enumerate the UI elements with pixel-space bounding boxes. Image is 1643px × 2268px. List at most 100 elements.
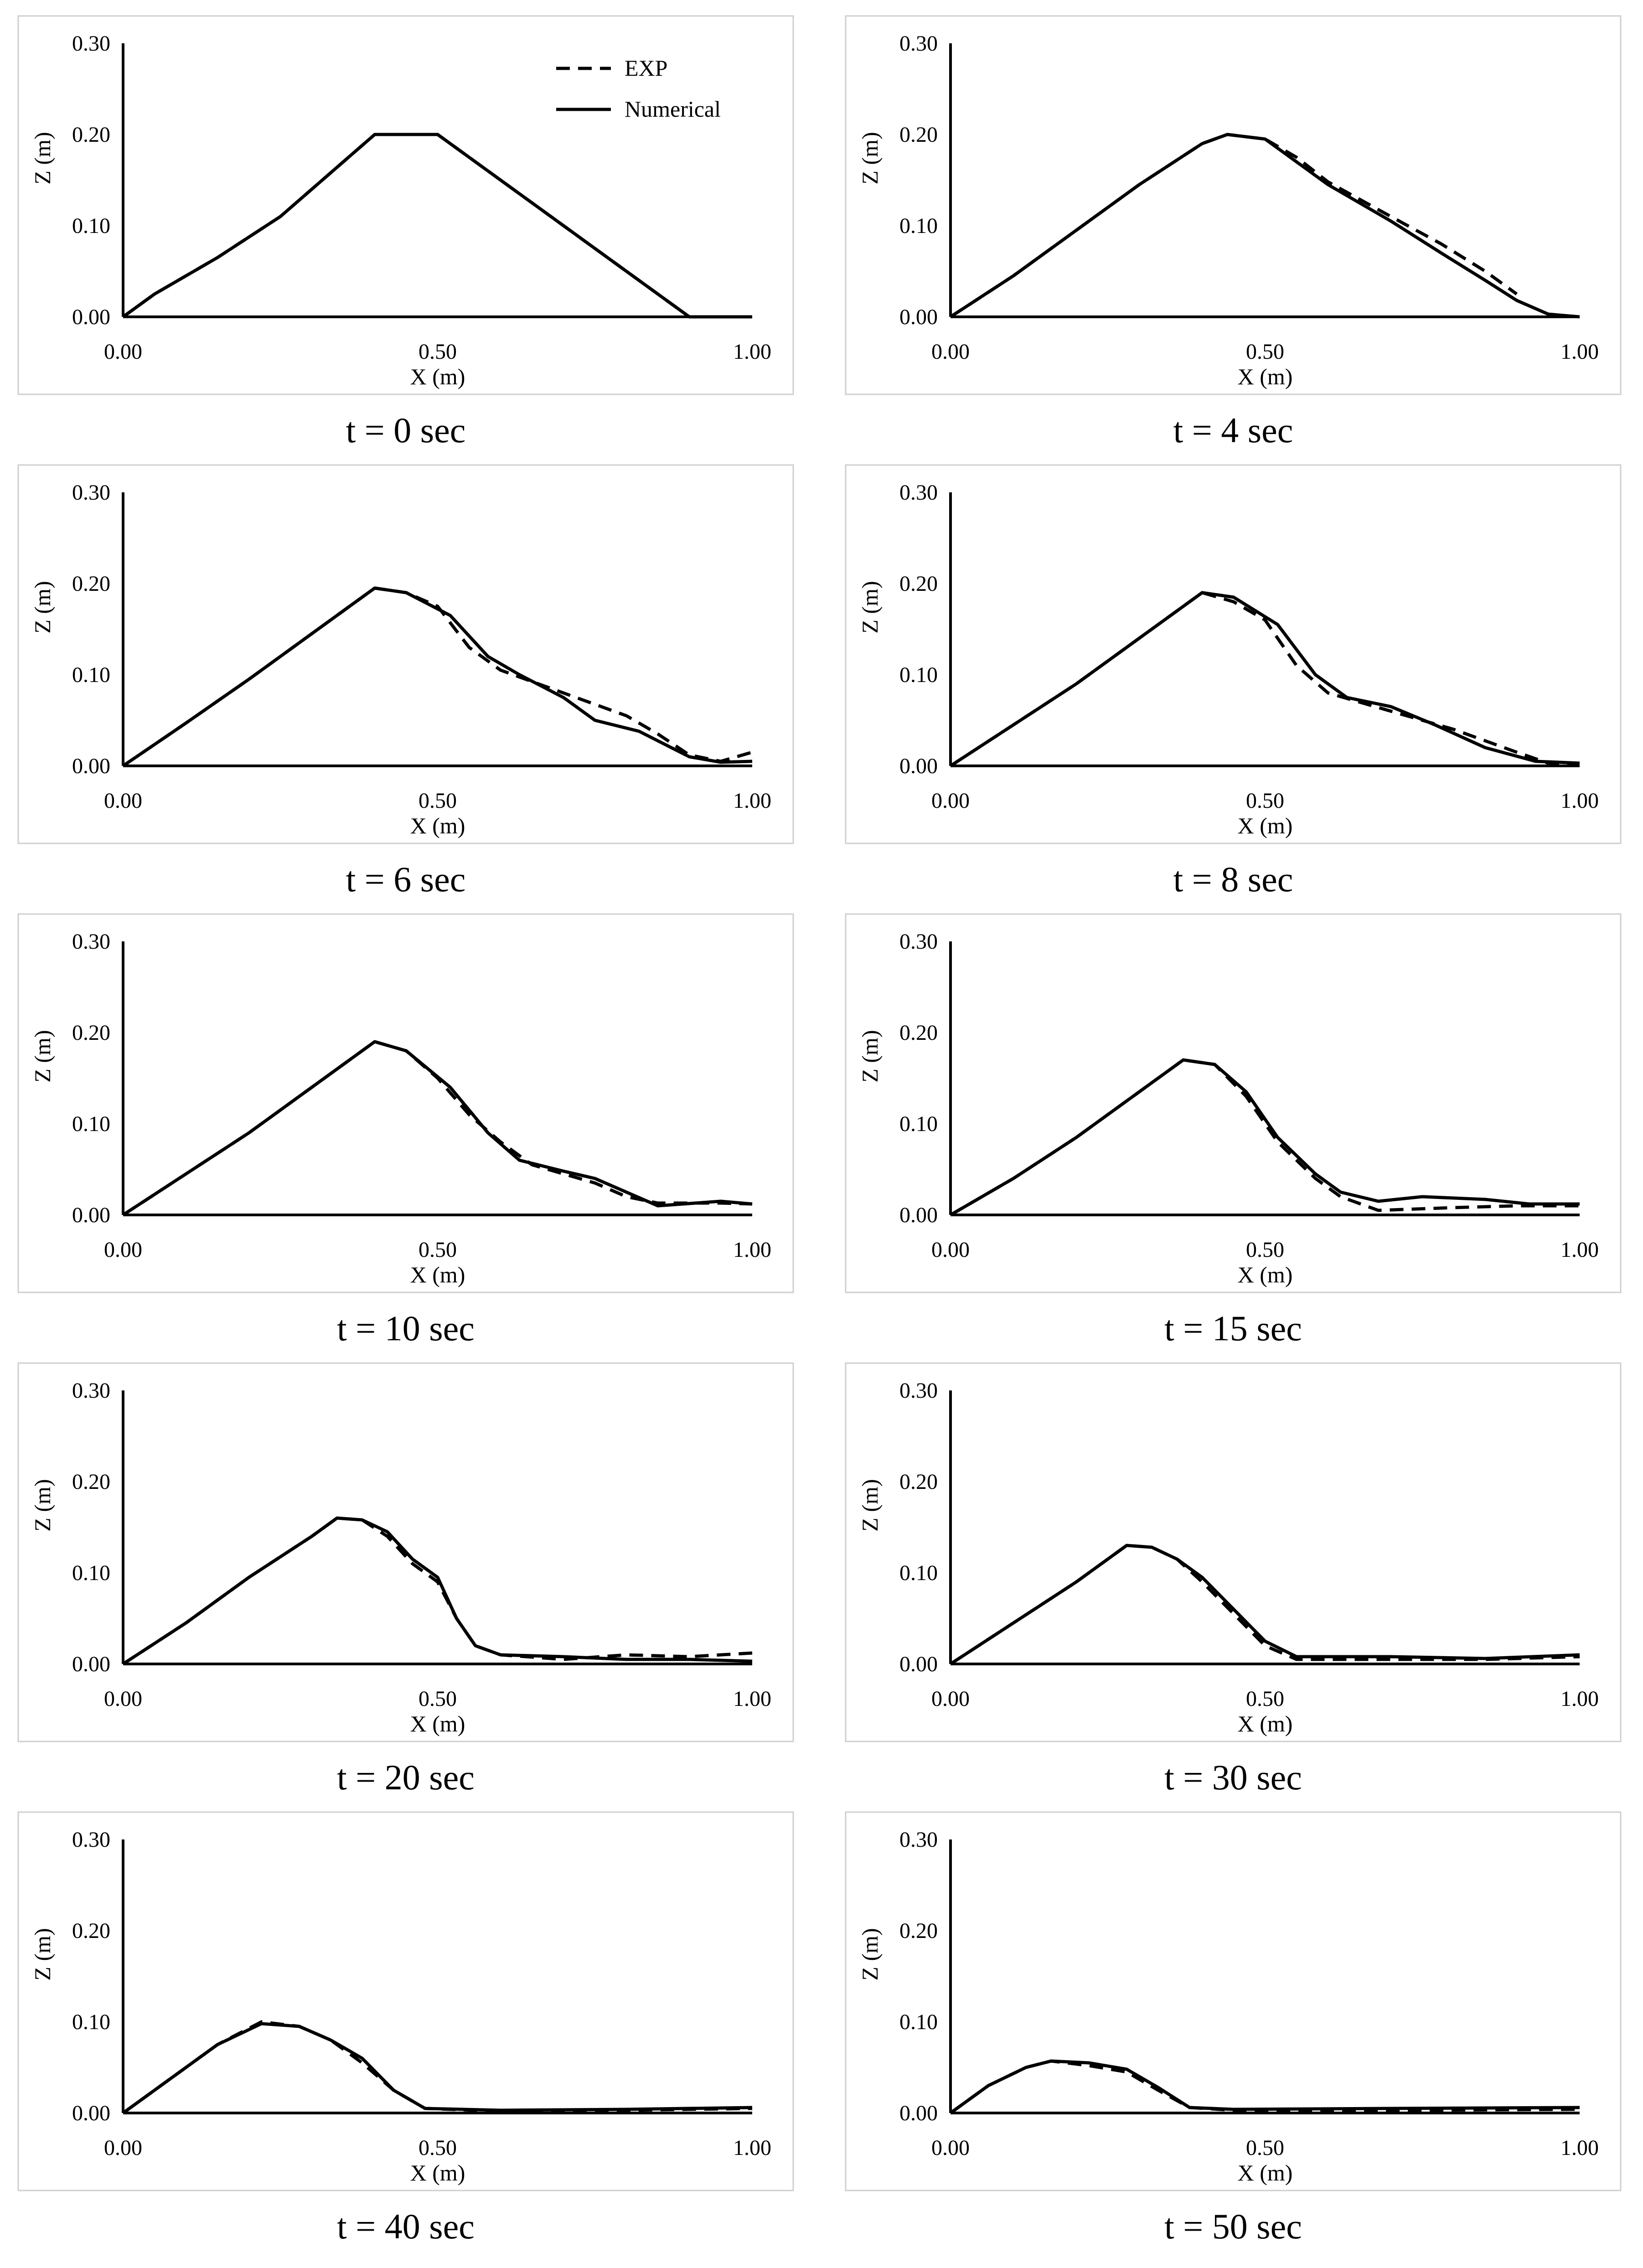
x-tick-label: 1.00 bbox=[1560, 2136, 1599, 2160]
series-line-numerical bbox=[950, 1058, 1580, 1217]
x-axis-label: X (m) bbox=[1238, 813, 1293, 838]
chart-panel-7: 0.00 0.10 0.20 0.30 0.00 0.50 1.00 X (m) Z (m) t … bbox=[845, 1362, 1622, 1797]
y-tick-label: 0.00 bbox=[899, 754, 938, 778]
x-axis-label: X (m) bbox=[410, 813, 465, 838]
x-axis-label: X (m) bbox=[410, 1262, 465, 1287]
chart-panel-2: 0.00 0.10 0.20 0.30 0.00 0.50 1.00 X (m) Z (m) t … bbox=[17, 464, 794, 899]
y-tick-label: 0.10 bbox=[899, 663, 938, 687]
x-tick-label: 0.00 bbox=[104, 789, 142, 813]
y-tick-label: 0.00 bbox=[899, 2101, 938, 2125]
y-tick-label: 0.30 bbox=[899, 480, 938, 505]
y-tick-label: 0.10 bbox=[72, 1561, 110, 1585]
y-tick-label: 0.20 bbox=[72, 1919, 110, 1943]
panel-caption: t = 6 sec bbox=[346, 859, 466, 899]
chart-panel-9: 0.00 0.10 0.20 0.30 0.00 0.50 1.00 X (m) Z (m) t … bbox=[845, 1811, 1622, 2246]
x-tick-label: 0.50 bbox=[418, 789, 457, 813]
x-axis-label: X (m) bbox=[410, 1711, 465, 1736]
panel-caption: t = 15 sec bbox=[1164, 1308, 1302, 1348]
series-line-numerical bbox=[950, 1544, 1580, 1665]
y-tick-label: 0.30 bbox=[899, 1379, 938, 1403]
x-tick-label: 1.00 bbox=[733, 2136, 771, 2160]
y-axis-label: Z (m) bbox=[857, 1928, 883, 1980]
y-tick-label: 0.00 bbox=[899, 305, 938, 329]
x-tick-label: 0.50 bbox=[418, 340, 457, 364]
x-tick-label: 0.50 bbox=[1246, 340, 1284, 364]
chart-panel-1: 0.00 0.10 0.20 0.30 0.00 0.50 1.00 X (m) Z (m) t … bbox=[845, 15, 1622, 450]
legend-label-numerical: Numerical bbox=[625, 96, 721, 122]
x-tick-label: 0.00 bbox=[104, 1238, 142, 1262]
y-tick-label: 0.10 bbox=[899, 214, 938, 238]
y-tick-label: 0.20 bbox=[899, 123, 938, 147]
panel-caption: t = 8 sec bbox=[1173, 859, 1293, 899]
y-tick-label: 0.30 bbox=[72, 1828, 110, 1852]
y-tick-label: 0.30 bbox=[899, 31, 938, 56]
panel-frame bbox=[17, 15, 794, 395]
y-axis-label: Z (m) bbox=[30, 1928, 55, 1980]
chart-panel-6: 0.00 0.10 0.20 0.30 0.00 0.50 1.00 X (m) Z (m) t … bbox=[17, 1362, 794, 1797]
y-tick-label: 0.30 bbox=[72, 1379, 110, 1403]
panel-frame bbox=[845, 913, 1622, 1293]
series-line-numerical bbox=[122, 1040, 753, 1216]
x-tick-label: 0.00 bbox=[104, 1687, 142, 1711]
x-axis-label: X (m) bbox=[1238, 1262, 1293, 1287]
y-tick-label: 0.20 bbox=[899, 1470, 938, 1494]
panel-frame bbox=[17, 913, 794, 1293]
x-tick-label: 1.00 bbox=[1560, 1238, 1599, 1262]
x-tick-label: 1.00 bbox=[733, 1238, 771, 1262]
x-tick-label: 0.50 bbox=[418, 1687, 457, 1711]
y-tick-label: 0.10 bbox=[72, 1112, 110, 1136]
y-tick-label: 0.30 bbox=[72, 31, 110, 56]
y-tick-label: 0.30 bbox=[72, 930, 110, 954]
x-tick-label: 0.50 bbox=[1246, 1687, 1284, 1711]
x-tick-label: 1.00 bbox=[733, 340, 771, 364]
y-tick-label: 0.00 bbox=[899, 1203, 938, 1227]
y-tick-label: 0.10 bbox=[72, 663, 110, 687]
y-tick-label: 0.00 bbox=[899, 1652, 938, 1676]
panel-frame bbox=[845, 1362, 1622, 1742]
x-tick-label: 0.00 bbox=[931, 340, 970, 364]
y-axis-label: Z (m) bbox=[30, 1479, 55, 1531]
series-line-numerical bbox=[950, 133, 1580, 319]
y-axis-label: Z (m) bbox=[30, 581, 55, 633]
y-tick-label: 0.00 bbox=[72, 2101, 110, 2125]
series-line-exp bbox=[950, 133, 1518, 318]
panel-caption: t = 0 sec bbox=[346, 410, 466, 450]
panel-frame bbox=[845, 15, 1622, 395]
series-line-numerical bbox=[122, 2022, 753, 2114]
y-axis-label: Z (m) bbox=[857, 1030, 883, 1082]
x-tick-label: 0.00 bbox=[931, 1687, 970, 1711]
x-tick-label: 0.00 bbox=[931, 1238, 970, 1262]
y-tick-label: 0.20 bbox=[899, 572, 938, 596]
y-tick-label: 0.00 bbox=[72, 754, 110, 778]
y-tick-label: 0.00 bbox=[72, 1652, 110, 1676]
y-tick-label: 0.30 bbox=[72, 480, 110, 505]
x-tick-label: 1.00 bbox=[1560, 789, 1599, 813]
series-line-numerical bbox=[949, 2059, 1580, 2114]
y-axis-label: Z (m) bbox=[857, 1479, 883, 1531]
x-tick-label: 0.00 bbox=[104, 2136, 142, 2160]
x-axis-label: X (m) bbox=[1238, 1711, 1293, 1736]
y-tick-label: 0.10 bbox=[899, 1561, 938, 1585]
legend-label-exp: EXP bbox=[625, 55, 667, 81]
panel-caption: t = 50 sec bbox=[1164, 2206, 1302, 2246]
y-tick-label: 0.30 bbox=[899, 930, 938, 954]
y-tick-label: 0.20 bbox=[899, 1021, 938, 1045]
x-axis-label: X (m) bbox=[410, 2160, 465, 2185]
y-axis-label: Z (m) bbox=[30, 1030, 55, 1082]
panel-caption: t = 30 sec bbox=[1164, 1757, 1302, 1797]
chart-panel-4: 0.00 0.10 0.20 0.30 0.00 0.50 1.00 X (m) Z (m) t … bbox=[17, 913, 794, 1348]
y-tick-label: 0.10 bbox=[899, 2010, 938, 2034]
x-tick-label: 0.50 bbox=[418, 1238, 457, 1262]
x-tick-label: 1.00 bbox=[733, 1687, 771, 1711]
panel-caption: t = 4 sec bbox=[1173, 410, 1293, 450]
y-tick-label: 0.10 bbox=[899, 1112, 938, 1136]
y-tick-label: 0.00 bbox=[72, 1203, 110, 1227]
chart-panel-3: 0.00 0.10 0.20 0.30 0.00 0.50 1.00 X (m) Z (m) t … bbox=[845, 464, 1622, 899]
chart-panel-5: 0.00 0.10 0.20 0.30 0.00 0.50 1.00 X (m) Z (m) t … bbox=[845, 913, 1622, 1348]
series-line-numerical bbox=[950, 591, 1580, 767]
chart-panel-0: 0.00 0.10 0.20 0.30 0.00 0.50 1.00 X (m) Z (m) EX… bbox=[17, 15, 794, 450]
panel-frame bbox=[17, 464, 794, 844]
x-tick-label: 0.50 bbox=[1246, 789, 1284, 813]
y-tick-label: 0.00 bbox=[72, 305, 110, 329]
